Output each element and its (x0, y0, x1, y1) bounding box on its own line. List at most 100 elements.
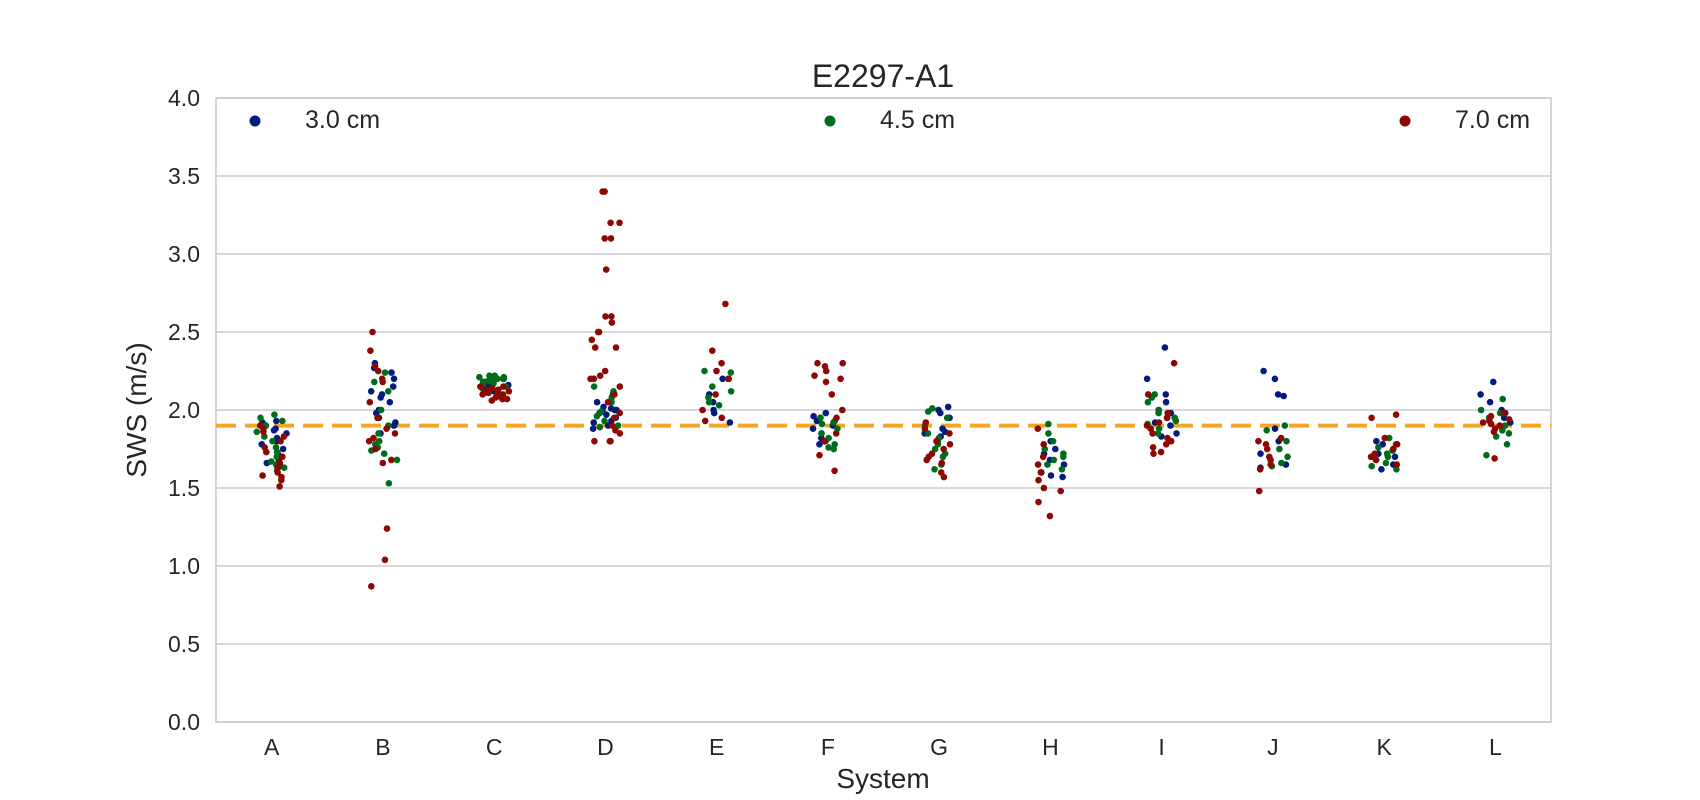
data-point (1060, 453, 1067, 461)
data-point (377, 394, 385, 401)
data-point (390, 375, 398, 383)
data-point (1255, 487, 1263, 495)
data-point (719, 375, 726, 383)
x-tick-label: E (709, 734, 724, 760)
data-point (718, 414, 726, 422)
data-point (591, 344, 599, 351)
data-point (1039, 453, 1047, 461)
data-point (1500, 414, 1508, 422)
y-tick-label: 1.0 (168, 553, 200, 579)
data-point (1271, 425, 1279, 433)
data-point (1281, 422, 1289, 429)
data-point (601, 417, 608, 425)
data-point (1274, 391, 1282, 398)
data-point (1059, 473, 1066, 481)
data-point (1505, 416, 1513, 423)
plot-frame (215, 97, 1552, 723)
data-point (939, 453, 947, 461)
x-tick-label: F (821, 734, 835, 760)
data-point (385, 480, 393, 487)
data-point (701, 417, 709, 425)
data-point (1486, 398, 1494, 406)
data-point (946, 430, 953, 437)
data-point (505, 388, 513, 395)
data-point (1157, 448, 1165, 456)
data-point (1373, 437, 1380, 445)
data-point (590, 419, 597, 426)
data-point (607, 437, 614, 445)
data-point (809, 425, 817, 433)
data-point (1149, 444, 1157, 451)
data-point (607, 235, 615, 242)
data-points (253, 188, 1514, 590)
data-point (1044, 461, 1051, 468)
data-point (818, 430, 825, 437)
data-point (1045, 430, 1052, 437)
data-point (608, 422, 616, 429)
data-point (608, 313, 615, 320)
data-point (369, 328, 376, 336)
data-point (257, 414, 264, 422)
data-point (596, 423, 604, 431)
data-point (1503, 441, 1511, 448)
legend-label: 3.0 cm (305, 106, 380, 134)
data-point (368, 583, 375, 590)
data-point (277, 437, 284, 445)
x-tick-label: H (1042, 734, 1059, 760)
data-point (476, 373, 483, 381)
data-point (273, 453, 281, 461)
data-point (1267, 456, 1274, 464)
y-tick-label: 0.5 (168, 631, 200, 657)
data-point (1367, 453, 1375, 461)
data-point (380, 450, 388, 458)
data-point (839, 406, 846, 414)
data-point (1034, 461, 1042, 468)
data-point (1384, 453, 1392, 461)
data-point (726, 419, 734, 426)
data-point (495, 392, 503, 400)
x-axis-ticks: A B C D E F G H I J K L (264, 734, 1502, 760)
data-point (1155, 419, 1163, 426)
data-point (1045, 420, 1052, 428)
data-point (279, 417, 286, 425)
data-point (372, 445, 379, 453)
data-point (1143, 375, 1151, 383)
data-point (1283, 437, 1290, 445)
data-point (725, 375, 733, 383)
data-point (379, 459, 387, 467)
data-point (727, 369, 735, 376)
legend-marker (249, 115, 261, 127)
data-point (388, 456, 395, 464)
data-point (593, 398, 601, 406)
data-point (381, 556, 389, 564)
data-point (922, 419, 930, 426)
legend-marker (824, 115, 836, 127)
data-point (1049, 437, 1057, 445)
data-point (379, 378, 387, 386)
data-point (601, 188, 608, 195)
data-point (1035, 498, 1042, 506)
data-point (1375, 444, 1382, 451)
data-point (940, 445, 947, 453)
data-point (817, 414, 824, 422)
y-tick-label: 0.0 (168, 709, 200, 735)
x-tick-label: D (597, 734, 614, 760)
data-point (280, 464, 288, 472)
data-point (833, 414, 840, 422)
x-tick-label: B (375, 734, 390, 760)
x-tick-label: A (264, 734, 280, 760)
data-point (391, 430, 399, 437)
data-point (830, 419, 837, 426)
legend-label: 7.0 cm (1455, 106, 1530, 134)
data-point (940, 473, 948, 481)
data-point (260, 425, 267, 433)
data-point (701, 367, 708, 375)
data-point (1490, 428, 1498, 436)
data-point (499, 375, 507, 383)
data-point (1052, 445, 1059, 453)
data-point (713, 367, 720, 375)
data-point (1173, 430, 1180, 437)
data-point (1499, 395, 1506, 403)
data-point (1058, 466, 1066, 473)
data-point (1050, 456, 1058, 464)
